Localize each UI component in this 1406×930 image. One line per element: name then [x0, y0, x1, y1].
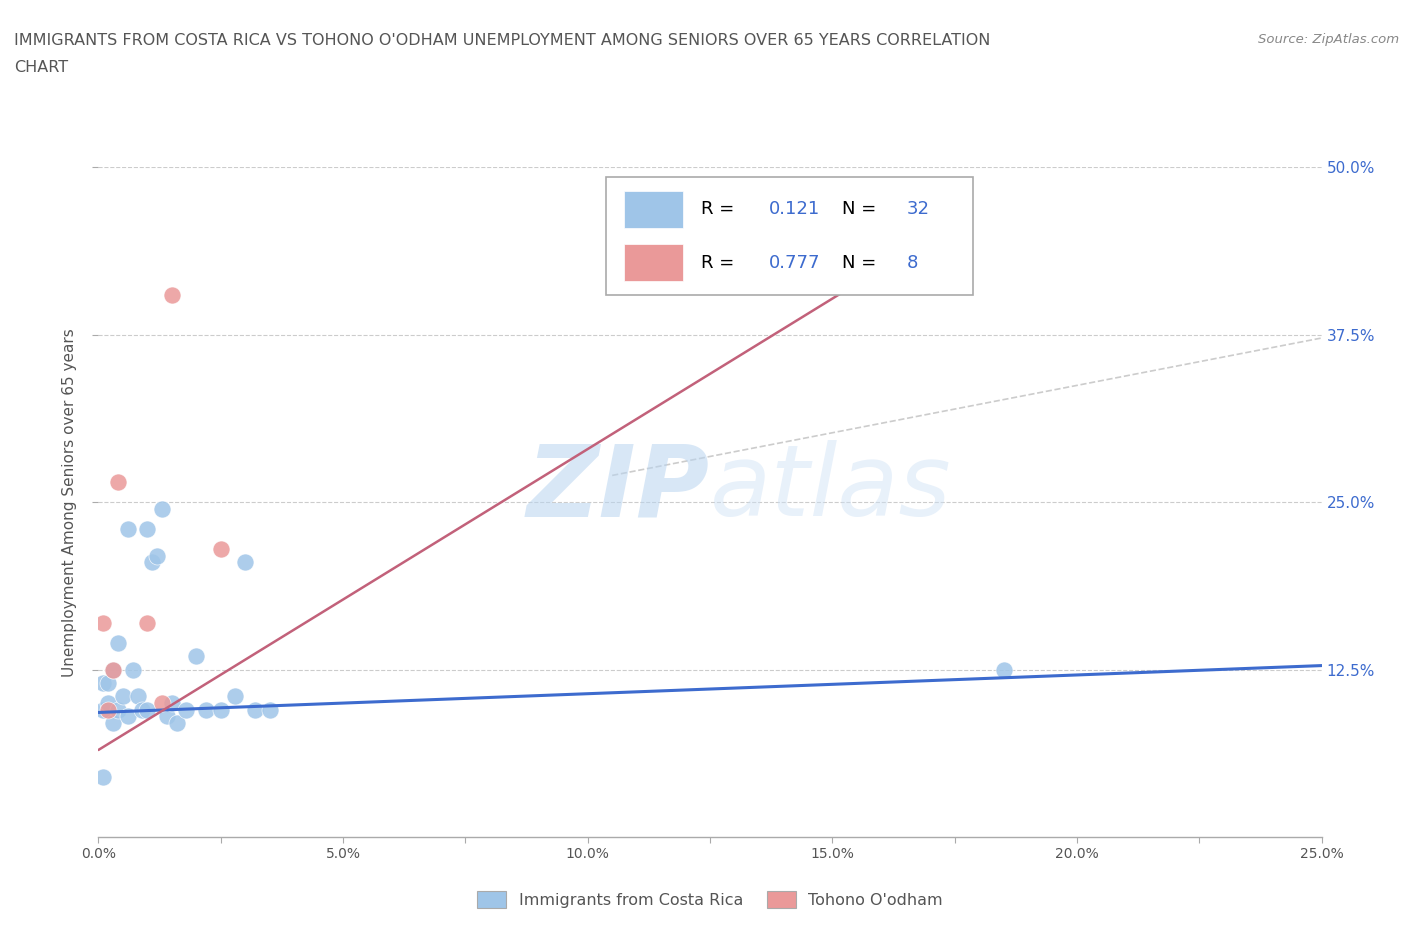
Point — [117, 709, 139, 724]
Text: R =: R = — [702, 254, 741, 272]
Point — [127, 689, 149, 704]
Point — [186, 649, 208, 664]
Text: 32: 32 — [907, 200, 929, 218]
Point — [111, 689, 134, 704]
Point — [117, 522, 139, 537]
Point — [209, 541, 232, 556]
Point — [224, 689, 246, 704]
Text: atlas: atlas — [710, 440, 952, 538]
Point — [259, 702, 281, 717]
Text: 8: 8 — [907, 254, 918, 272]
Point — [91, 675, 114, 690]
FancyBboxPatch shape — [624, 191, 683, 228]
Text: R =: R = — [702, 200, 741, 218]
Point — [160, 696, 183, 711]
Point — [209, 702, 232, 717]
Point — [150, 696, 173, 711]
Text: 0.777: 0.777 — [769, 254, 820, 272]
Point — [136, 616, 159, 631]
Point — [121, 662, 143, 677]
FancyBboxPatch shape — [624, 245, 683, 281]
Point — [146, 549, 169, 564]
Point — [91, 616, 114, 631]
Text: 0.121: 0.121 — [769, 200, 820, 218]
Legend: Immigrants from Costa Rica, Tohono O'odham: Immigrants from Costa Rica, Tohono O'odh… — [470, 884, 950, 916]
Text: N =: N = — [842, 200, 882, 218]
Point — [156, 709, 179, 724]
Point — [993, 662, 1015, 677]
Point — [97, 696, 120, 711]
Point — [101, 716, 124, 731]
FancyBboxPatch shape — [606, 178, 973, 295]
Point — [195, 702, 218, 717]
Text: ZIP: ZIP — [527, 440, 710, 538]
Point — [91, 702, 114, 717]
Point — [107, 474, 129, 489]
Text: N =: N = — [842, 254, 882, 272]
Point — [101, 662, 124, 677]
Y-axis label: Unemployment Among Seniors over 65 years: Unemployment Among Seniors over 65 years — [62, 328, 77, 677]
Point — [141, 555, 163, 570]
Point — [243, 702, 266, 717]
Point — [97, 702, 120, 717]
Point — [91, 769, 114, 784]
Point — [107, 635, 129, 650]
Point — [97, 675, 120, 690]
Point — [166, 716, 188, 731]
Text: IMMIGRANTS FROM COSTA RICA VS TOHONO O'ODHAM UNEMPLOYMENT AMONG SENIORS OVER 65 : IMMIGRANTS FROM COSTA RICA VS TOHONO O'O… — [14, 33, 990, 47]
Point — [107, 702, 129, 717]
Point — [150, 501, 173, 516]
Point — [176, 702, 198, 717]
Point — [136, 522, 159, 537]
Point — [136, 702, 159, 717]
Point — [131, 702, 153, 717]
Point — [233, 555, 256, 570]
Point — [101, 662, 124, 677]
Text: Source: ZipAtlas.com: Source: ZipAtlas.com — [1258, 33, 1399, 46]
Text: CHART: CHART — [14, 60, 67, 75]
Point — [160, 287, 183, 302]
